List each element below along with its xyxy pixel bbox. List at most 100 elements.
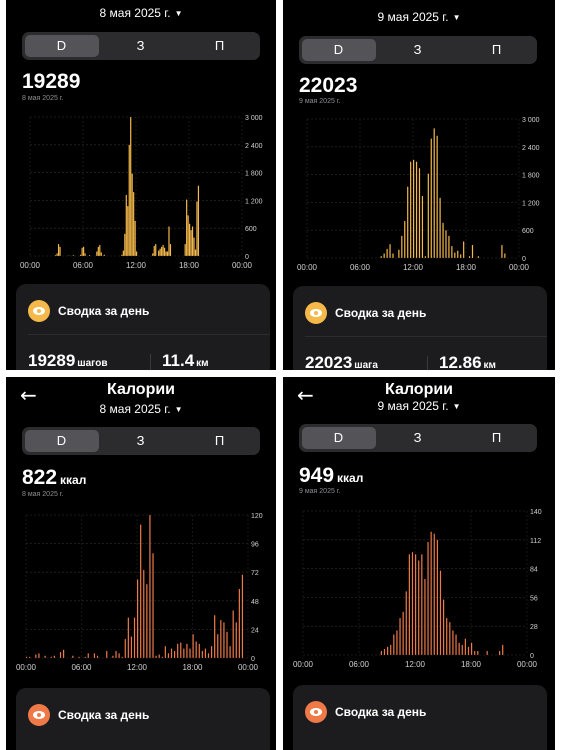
y-tick-label: 2 400 (245, 143, 263, 150)
date-selector[interactable]: 9 мая 2025 г. ▼ (283, 10, 555, 24)
value-date: 8 мая 2025 г. (22, 95, 64, 102)
bar (433, 533, 435, 655)
tab-month[interactable]: П (214, 433, 225, 448)
bar (127, 617, 129, 658)
tab-week[interactable]: З (413, 42, 422, 57)
divider (305, 336, 547, 337)
bar (121, 254, 123, 256)
tab-month[interactable]: П (214, 38, 225, 53)
tab-month[interactable]: П (491, 42, 502, 57)
x-tick-label: 00:00 (509, 263, 530, 272)
tab-day[interactable]: D (56, 433, 67, 448)
steps-stat-value: 22023 (305, 353, 353, 370)
bar (389, 244, 391, 258)
bar (38, 653, 40, 658)
bar (464, 638, 466, 655)
tab-day[interactable]: D (333, 430, 344, 445)
period-segmented-control: D З П (299, 424, 537, 452)
bar (427, 173, 429, 258)
bar (72, 655, 74, 658)
bar (177, 643, 179, 658)
bar (226, 631, 228, 658)
bar (63, 649, 65, 658)
steps-panel-may-8: 8 мая 2025 г. ▼ D З П 19289 8 мая 2025 г.… (6, 0, 276, 370)
tab-month[interactable]: П (491, 430, 502, 445)
distance-stat: 11.4 км (162, 351, 209, 370)
tab-week[interactable]: З (413, 430, 422, 445)
tab-week[interactable]: З (136, 38, 145, 53)
bar (415, 161, 418, 258)
x-tick-label: 00:00 (297, 263, 318, 272)
bar (57, 243, 60, 256)
y-tick-label: 2 400 (522, 145, 540, 152)
bar (396, 630, 398, 655)
daily-summary-card[interactable]: Сводка за день 19289 шагов 11.4 км (16, 284, 270, 370)
steps-stat: 22023 шага (305, 353, 378, 370)
bar (161, 246, 163, 256)
distance-stat: 12.86 км (439, 353, 496, 370)
daily-summary-card[interactable]: Сводка за день 22023 шага 12.86 км (293, 286, 547, 370)
bar (398, 249, 400, 258)
bar (130, 117, 132, 256)
bar (193, 237, 195, 256)
bar (235, 622, 237, 658)
y-tick-label: 72 (251, 570, 259, 577)
date-selector[interactable]: 9 мая 2025 г. ▼ (283, 399, 555, 413)
y-tick-label: 140 (530, 509, 542, 516)
daily-summary-card[interactable]: Сводка за день (293, 685, 547, 750)
tab-week[interactable]: З (136, 433, 145, 448)
bar (501, 245, 503, 258)
bar (26, 656, 28, 658)
tab-day[interactable]: D (333, 42, 344, 57)
x-tick-label: 12:00 (126, 261, 147, 270)
total-number: 22023 (299, 74, 358, 97)
bar (96, 251, 98, 256)
y-tick-label: 1 200 (245, 198, 263, 205)
y-tick-label: 3 000 (522, 117, 540, 124)
selected-tab-highlight (302, 427, 376, 449)
tab-day[interactable]: D (56, 38, 67, 53)
y-tick-label: 56 (530, 595, 538, 602)
bar (187, 215, 189, 256)
period-segmented-control: D З П (299, 36, 537, 64)
bar (386, 248, 388, 258)
bar (131, 173, 133, 256)
bar (424, 256, 426, 258)
bar (463, 241, 465, 258)
date-selector[interactable]: 8 мая 2025 г. ▼ (6, 402, 276, 416)
bar (183, 648, 185, 658)
bar (238, 588, 240, 658)
x-tick-label: 00:00 (517, 660, 538, 669)
daily-summary-card[interactable]: Сводка за день (16, 688, 270, 750)
bar (471, 642, 473, 655)
back-arrow-icon[interactable]: ← (297, 383, 314, 407)
stat-separator (427, 356, 428, 370)
bar (174, 650, 176, 658)
back-arrow-icon[interactable]: ← (20, 383, 37, 407)
y-tick-label: 0 (522, 256, 526, 263)
bar (457, 250, 459, 258)
x-tick-label: 00:00 (20, 261, 41, 270)
total-number: 19289 (22, 70, 81, 93)
bar (103, 254, 105, 256)
bar (392, 253, 394, 258)
bar (468, 256, 471, 258)
y-tick-label: 3 000 (245, 115, 263, 122)
bar (194, 249, 197, 256)
bar (125, 194, 127, 256)
bar (408, 554, 410, 655)
bar (436, 539, 438, 655)
bar (189, 223, 191, 256)
calories-bar-chart: 0 24 48 72 96 120 00:00 06:00 12:00 18:00 00:00 (16, 513, 263, 672)
bar (195, 641, 197, 658)
bar (78, 656, 80, 658)
y-tick-label: 0 (245, 254, 249, 261)
y-tick-label: 0 (530, 653, 534, 660)
date-selector[interactable]: 8 мая 2025 г. ▼ (6, 6, 276, 20)
bar (477, 256, 479, 258)
bar (84, 656, 86, 658)
caret-down-icon: ▼ (174, 405, 183, 415)
bar (418, 560, 420, 655)
bar (35, 654, 37, 658)
y-tick-label: 0 (251, 656, 255, 663)
